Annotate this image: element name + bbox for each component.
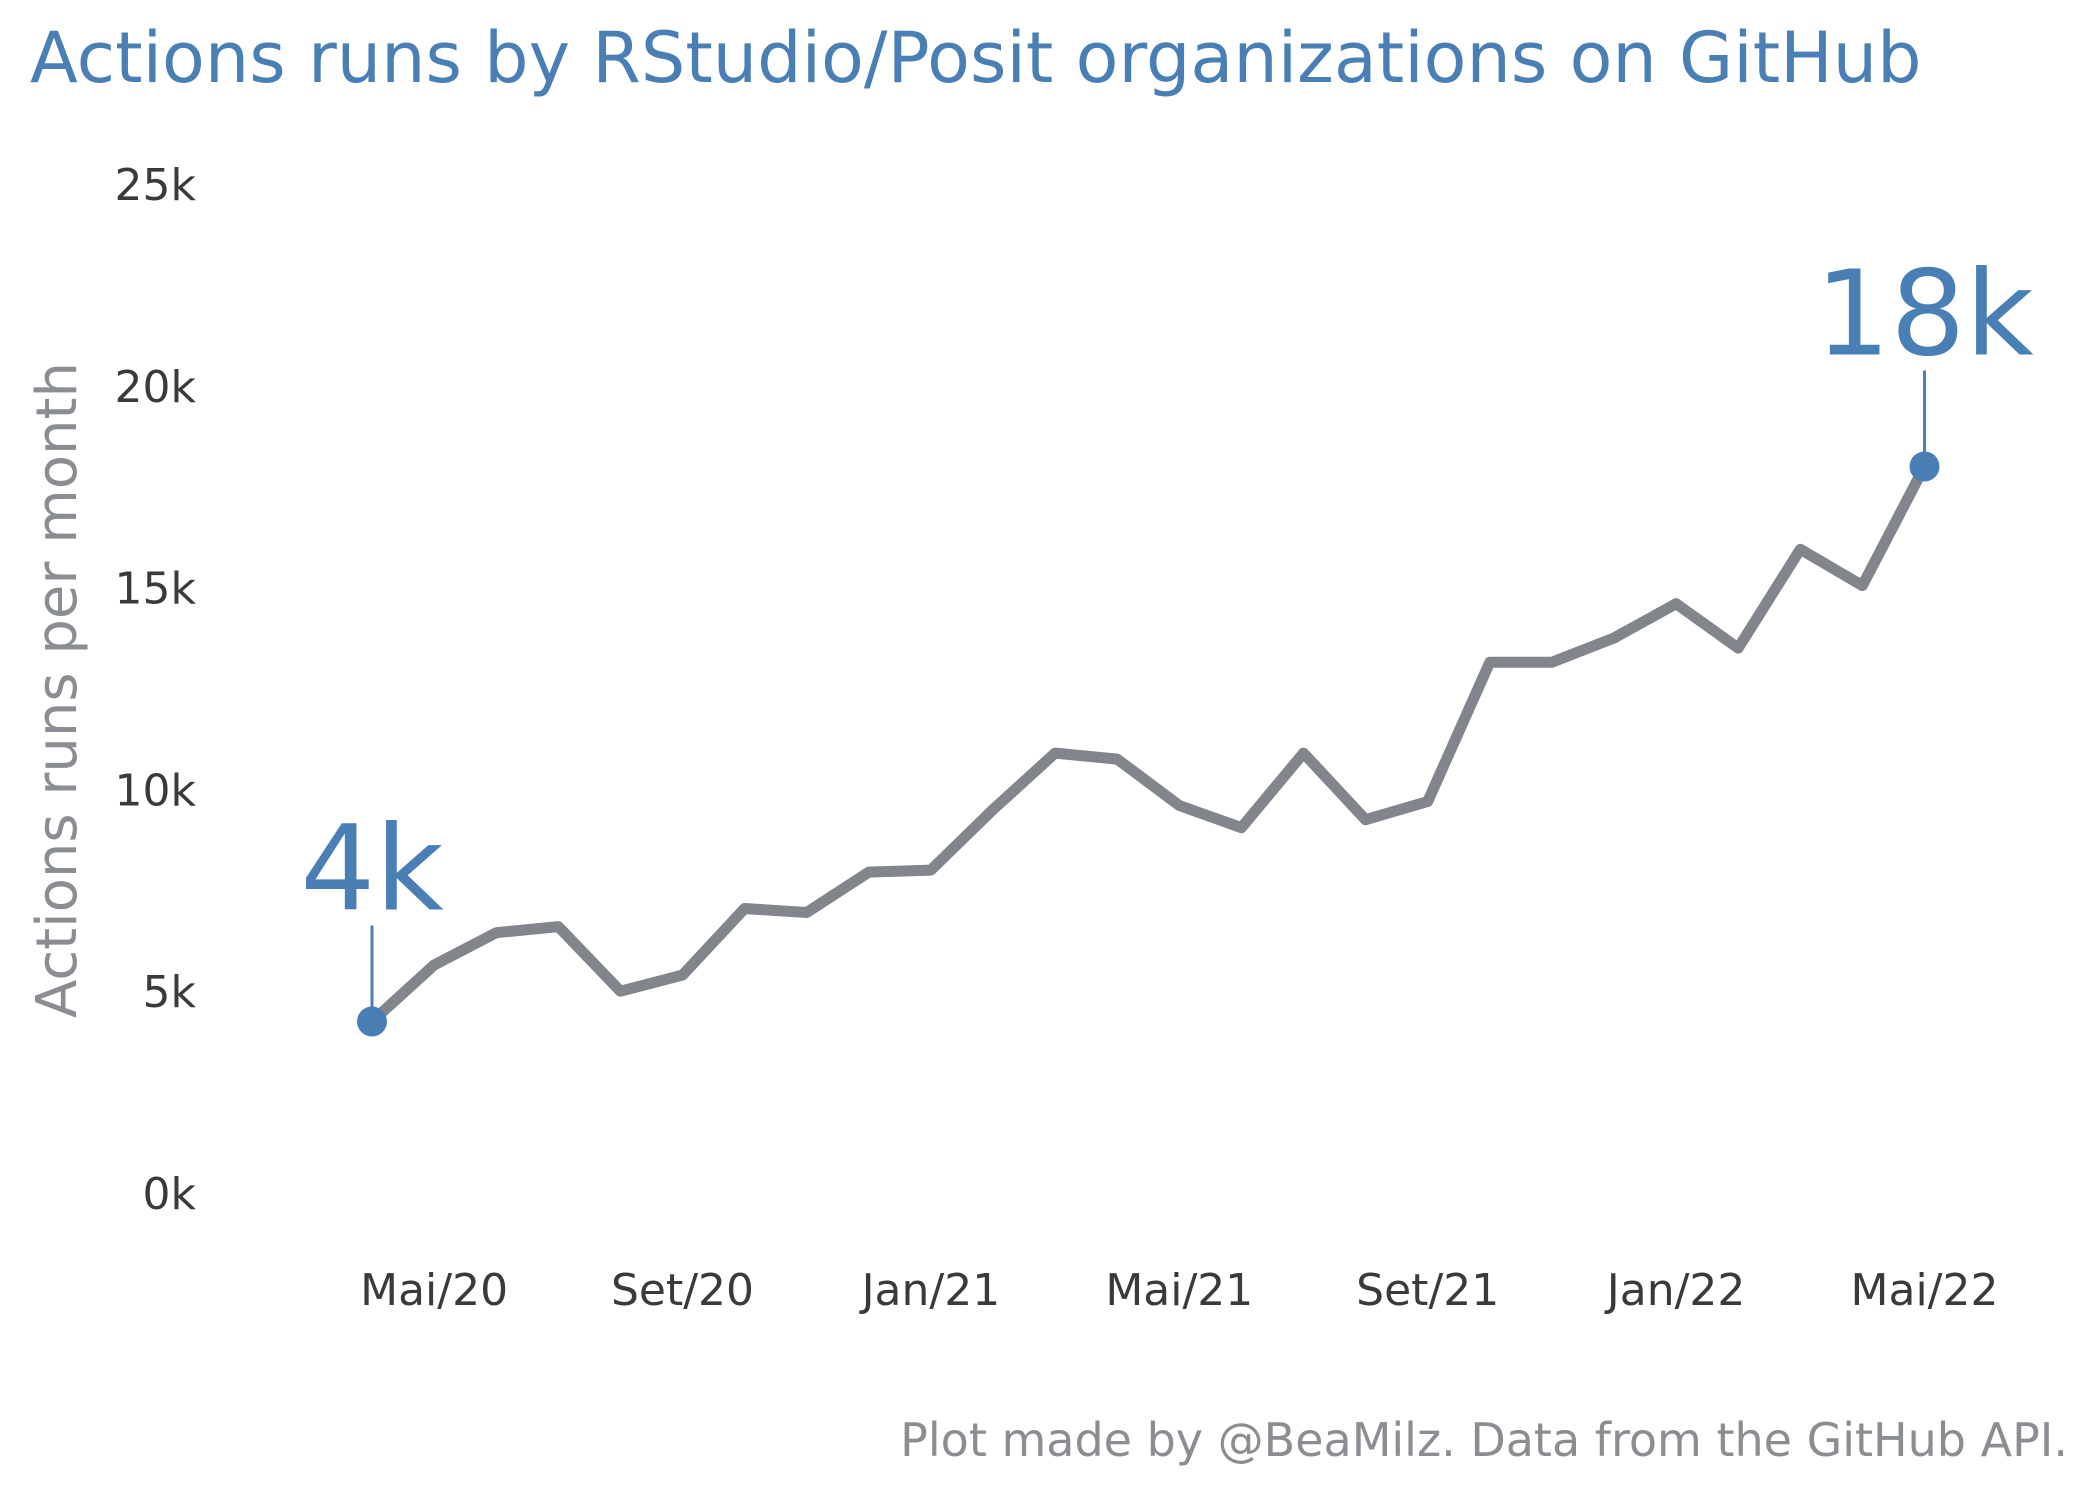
x-tick-label: Mai/22: [1851, 1265, 1999, 1316]
annotation-point: [357, 1006, 387, 1037]
x-tick-label: Set/21: [1356, 1265, 1499, 1316]
y-tick-label: 0k: [143, 1169, 197, 1220]
annotation-label: 18k: [1815, 245, 2033, 383]
y-tick-label: 10k: [115, 765, 197, 816]
chart-title: Actions runs by RStudio/Posit organizati…: [30, 17, 1922, 99]
series-layer: [366, 461, 1930, 1027]
x-tick-label: Jan/22: [1604, 1265, 1746, 1316]
y-tick-label: 25k: [115, 160, 197, 211]
y-tick-label: 15k: [115, 564, 197, 615]
annotation-layer: 4k 18k: [300, 245, 2034, 1037]
y-axis-ticks: 0k 5k 10k 15k 20k 25k: [115, 160, 197, 1220]
annotation-point: [1909, 451, 1940, 482]
annotation-label: 4k: [300, 799, 443, 937]
x-tick-label: Set/20: [611, 1265, 754, 1316]
y-axis-title: Actions runs per month: [25, 362, 90, 1018]
x-tick-label: Mai/21: [1105, 1265, 1253, 1316]
y-tick-label: 5k: [143, 967, 197, 1018]
x-axis-ticks: Mai/20 Set/20 Jan/21 Mai/21 Set/21 Jan/22 Mai/…: [360, 1265, 1998, 1316]
chart-caption: Plot made by @BeaMilz. Data from the Git…: [900, 1413, 2068, 1467]
series-line: [366, 461, 1930, 1027]
y-tick-label: 20k: [115, 362, 197, 413]
x-tick-label: Mai/20: [360, 1265, 508, 1316]
x-tick-label: Jan/21: [859, 1265, 1001, 1316]
